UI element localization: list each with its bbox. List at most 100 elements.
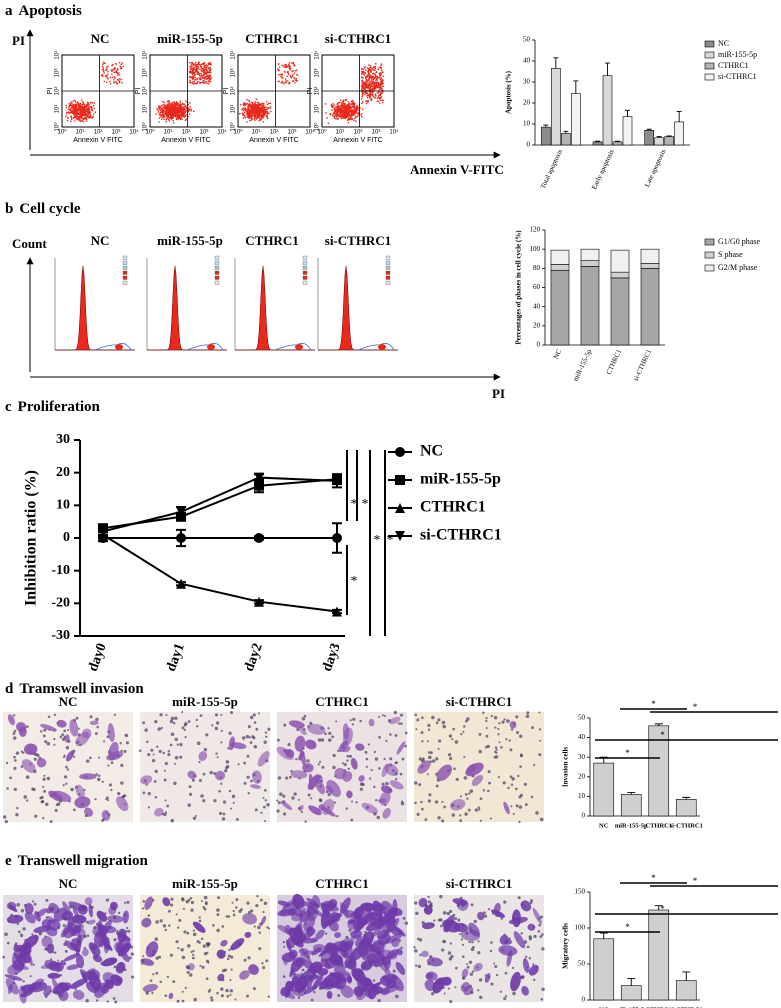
flow-dot (375, 84, 377, 87)
hist-peak (147, 265, 227, 351)
flow-dot (339, 107, 341, 109)
pore (276, 799, 279, 802)
flow-dot (245, 103, 247, 106)
marker (254, 480, 264, 491)
pore (216, 928, 220, 933)
flow-dot (361, 72, 363, 75)
pore (96, 725, 99, 729)
flow-tick: 10¹ (336, 130, 345, 136)
flow-dot (208, 82, 210, 85)
y-axis-label: Percentages of phases in cell cycle (%) (515, 230, 523, 345)
flow-dot (343, 103, 345, 105)
flow-dot (324, 103, 327, 105)
pore (198, 916, 201, 919)
pore (489, 817, 492, 820)
flow-dot (183, 112, 186, 115)
pore (485, 727, 488, 730)
flow-dot (93, 102, 96, 104)
cell (387, 973, 398, 981)
flow-dot (377, 68, 380, 71)
flow-dot (79, 115, 82, 118)
pore (45, 898, 49, 902)
flow-dot (339, 111, 342, 113)
x-tick-label: NC (599, 1006, 609, 1008)
flow-dot (179, 105, 182, 108)
pore (227, 954, 231, 958)
flow-dot (74, 101, 77, 103)
axis-label: Count (12, 236, 47, 251)
flow-dot (350, 115, 352, 118)
flow-dot (192, 70, 195, 72)
flow-dot (379, 93, 382, 95)
pore (203, 907, 207, 911)
pore (463, 776, 468, 780)
flow-dot (364, 72, 367, 75)
pore (226, 764, 230, 769)
flow-dot (249, 106, 252, 109)
pore (15, 751, 20, 755)
cell (300, 972, 307, 991)
flow-dot (355, 112, 357, 114)
pore (174, 762, 177, 765)
cell (325, 785, 334, 794)
cell (503, 939, 513, 945)
pore (437, 718, 441, 722)
flow-dot (102, 67, 105, 69)
pore (210, 996, 213, 999)
pore (282, 975, 286, 978)
pore (497, 733, 500, 736)
hist-legend-box (385, 265, 391, 270)
flow-dot (168, 101, 171, 104)
pore (282, 940, 286, 944)
flow-dot (190, 61, 193, 64)
flow-dot (175, 109, 178, 112)
flow-dot (202, 74, 205, 77)
flow-dot (262, 113, 264, 115)
flow-dot (369, 91, 371, 94)
y-tick-label: 100 (530, 245, 541, 253)
cell (162, 897, 171, 907)
flow-dot (91, 102, 94, 104)
pore (228, 948, 231, 952)
flow-dot (109, 80, 111, 83)
pore (345, 935, 349, 939)
flow-dot (114, 77, 116, 79)
pore (65, 765, 68, 769)
flow-dot (379, 84, 382, 87)
pore (144, 728, 148, 732)
pore (192, 816, 197, 820)
flow-dot (336, 110, 338, 113)
pore (465, 719, 468, 723)
flow-dot (172, 107, 175, 110)
flow-dot (366, 79, 369, 82)
pore (454, 986, 457, 989)
x-tick-label: CTHRC1 (645, 1006, 672, 1008)
flow-dot (179, 113, 182, 116)
cell (216, 949, 226, 959)
pore (541, 947, 545, 951)
pore (13, 729, 17, 733)
cell (7, 714, 16, 726)
pore (158, 955, 162, 959)
flow-dot (336, 115, 338, 118)
pore (19, 933, 24, 938)
pore (346, 759, 349, 762)
pore (168, 909, 171, 913)
legend-label: miR-155-5p (718, 50, 757, 59)
flow-dot (101, 65, 104, 68)
flow-dot (347, 100, 350, 103)
flow-dot (111, 70, 113, 72)
pore (508, 937, 511, 940)
flow-dot (202, 79, 205, 82)
annotation: * (374, 533, 381, 548)
pore (265, 959, 269, 963)
flow-dot (259, 118, 262, 121)
pore (503, 997, 507, 1001)
cell (41, 936, 53, 948)
pore (125, 741, 130, 745)
bar-segment (610, 249, 630, 273)
pore (420, 800, 423, 804)
flow-dot (246, 111, 249, 113)
pore (234, 998, 237, 1001)
bar (648, 909, 670, 1001)
